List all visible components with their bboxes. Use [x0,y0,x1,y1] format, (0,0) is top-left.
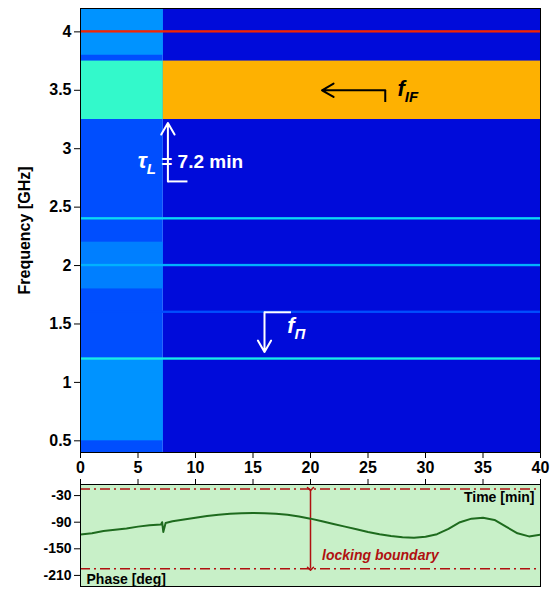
svg-text:1.5: 1.5 [49,315,71,332]
svg-text:25: 25 [359,459,377,476]
svg-text:Frequency [GHz]: Frequency [GHz] [16,166,33,294]
svg-text:Time [min]: Time [min] [464,489,535,505]
svg-text:4: 4 [63,23,72,40]
svg-text:fIF: fIF [397,76,418,105]
svg-text:-90: -90 [51,514,71,530]
svg-text:10: 10 [187,459,205,476]
svg-text:Phase [deg]: Phase [deg] [87,571,166,587]
svg-text:0.5: 0.5 [49,432,71,449]
svg-text:-30: -30 [51,487,71,503]
svg-text:1: 1 [63,374,72,391]
svg-text:0: 0 [76,459,85,476]
svg-text:fΠ: fΠ [287,313,306,342]
svg-text:locking boundary: locking boundary [322,547,440,563]
svg-text:3: 3 [63,140,72,157]
svg-text:40: 40 [532,459,550,476]
svg-text:35: 35 [474,459,492,476]
svg-text:2.5: 2.5 [49,198,71,215]
svg-text:20: 20 [302,459,320,476]
svg-text:15: 15 [244,459,262,476]
svg-text:5: 5 [134,459,143,476]
svg-text:τL = 7.2 min: τL = 7.2 min [138,148,243,177]
svg-text:2: 2 [63,257,72,274]
svg-text:-210: -210 [43,567,71,583]
svg-text:-150: -150 [43,540,71,556]
svg-text:3.5: 3.5 [49,81,71,98]
svg-text:30: 30 [417,459,435,476]
